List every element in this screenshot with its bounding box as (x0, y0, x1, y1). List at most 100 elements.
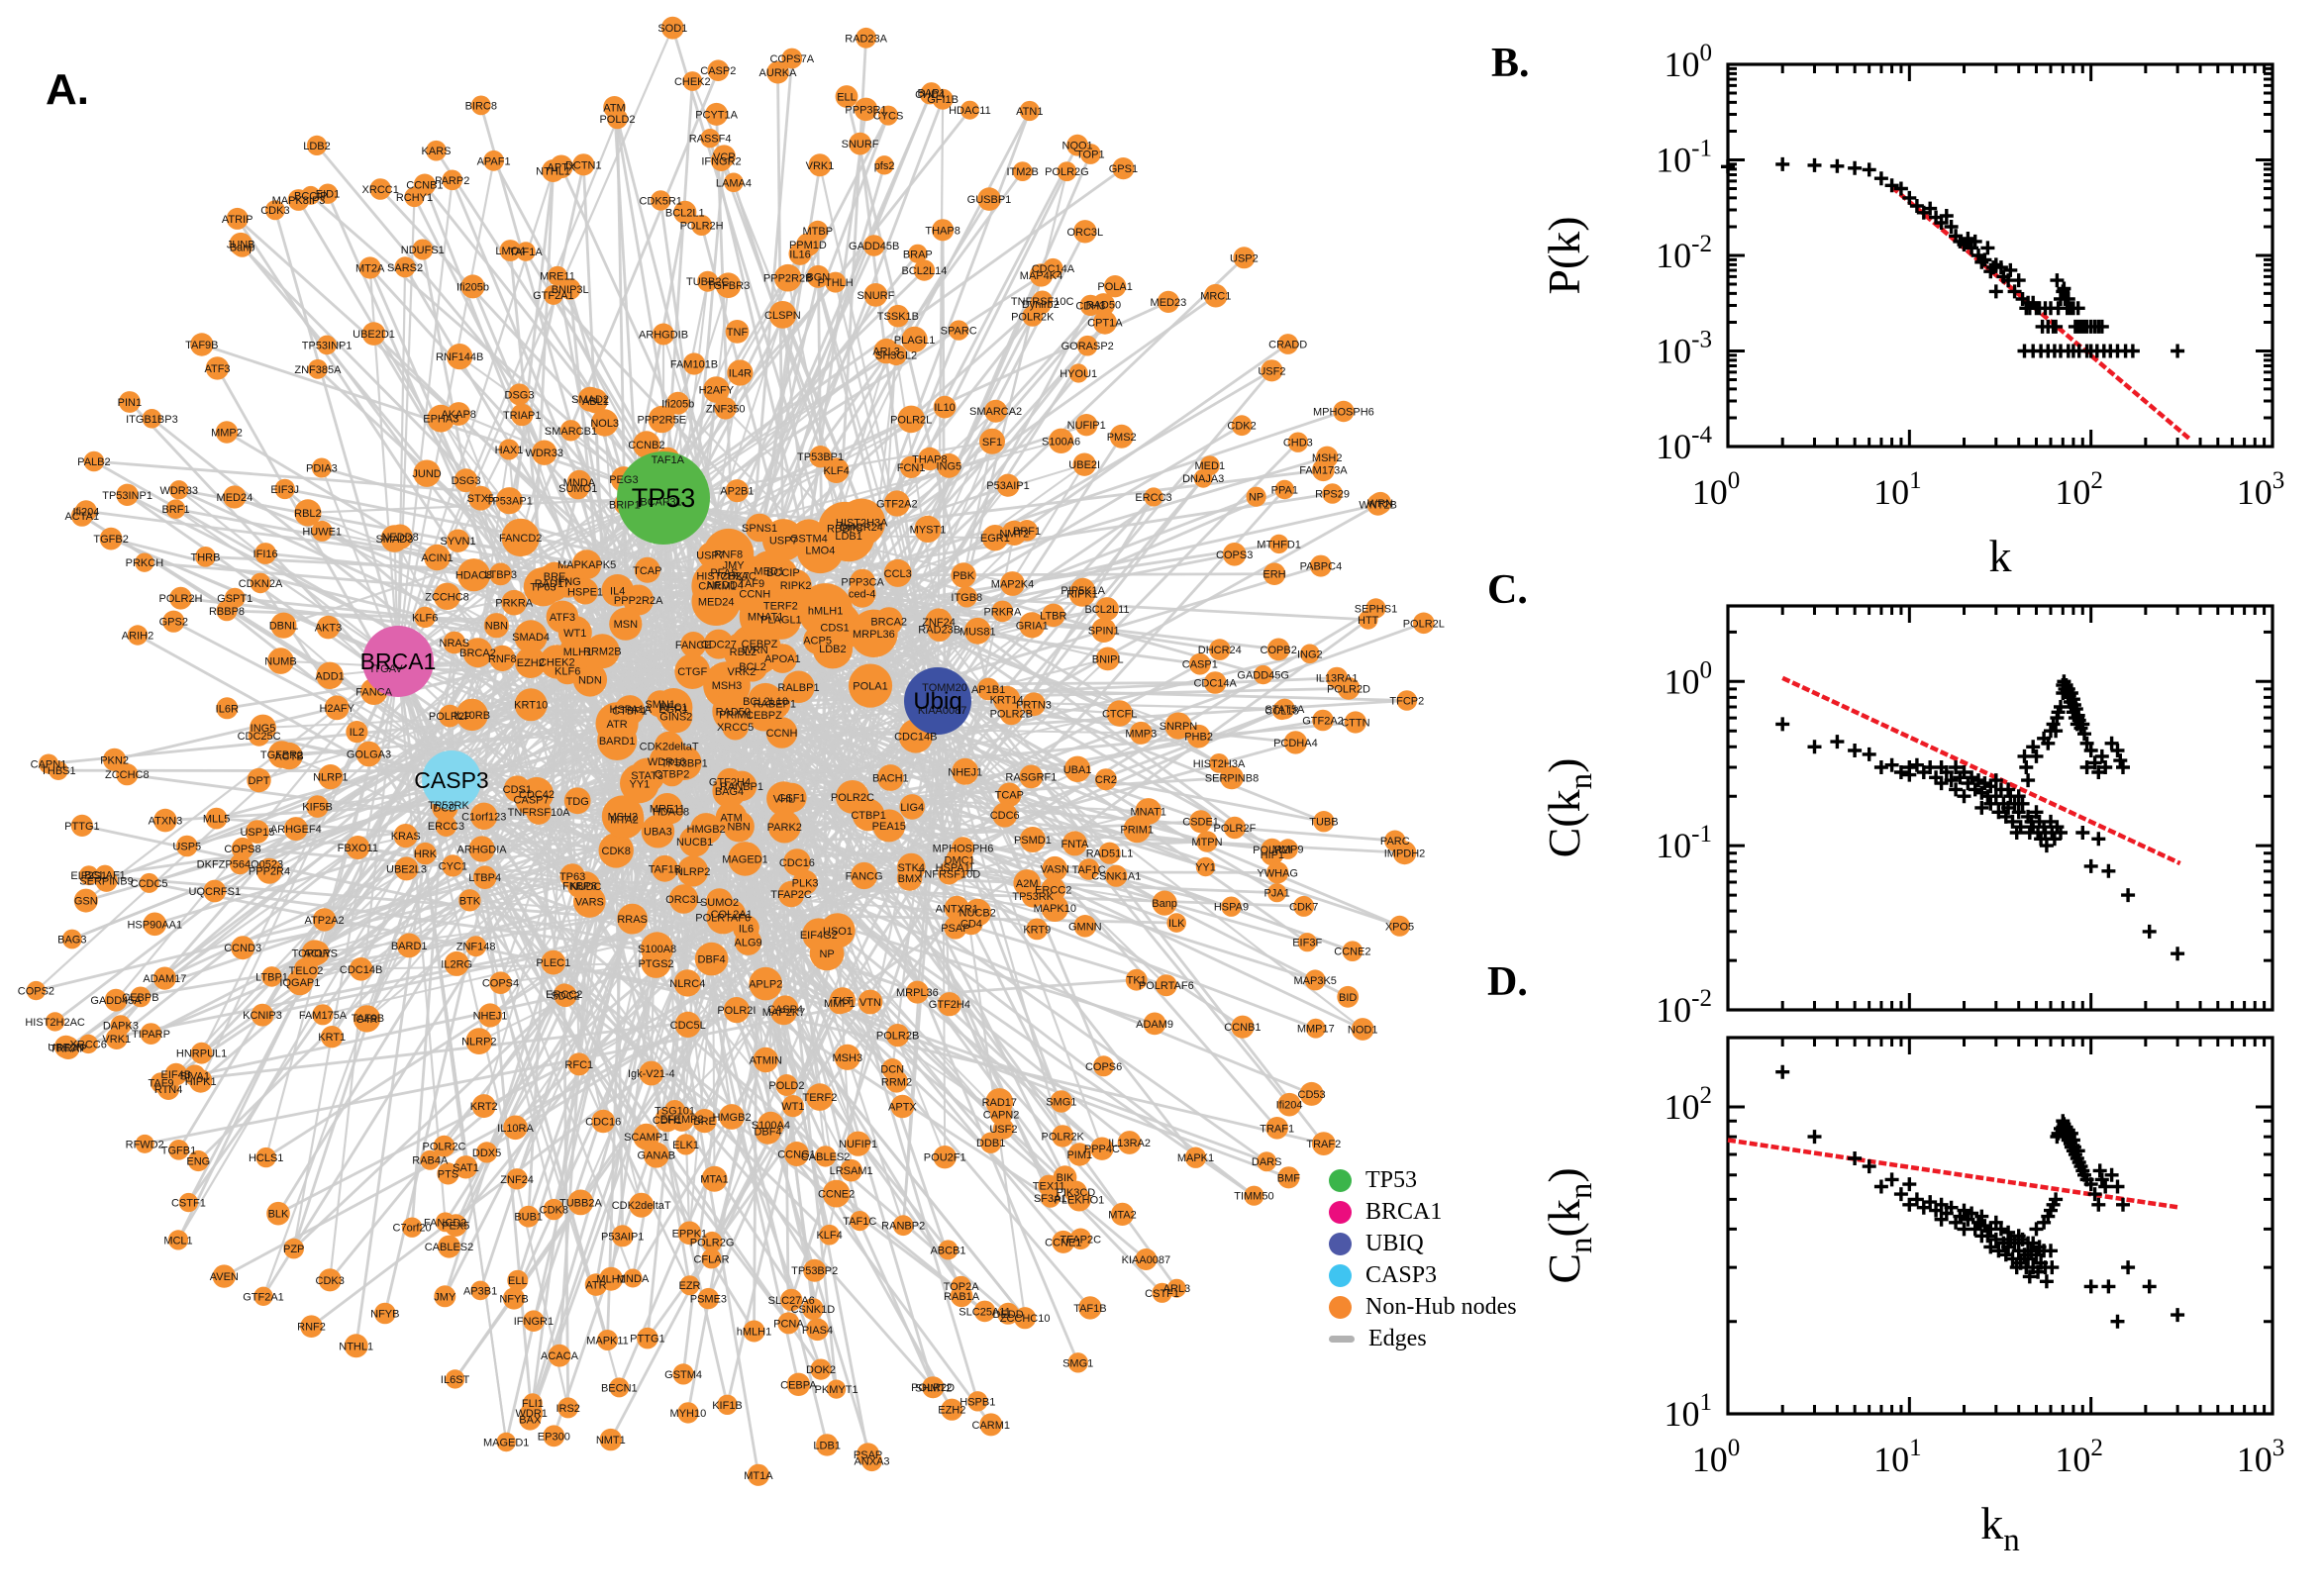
network-edge (396, 179, 454, 662)
x-tick-label: 102 (2055, 467, 2103, 512)
network-graph: ARL3BanpTAF9BCDC14AMAGED1DHCR24TP53RKKIA… (18, 16, 1445, 1486)
network-edge (292, 660, 400, 1249)
network-node (819, 1224, 840, 1246)
network-node (471, 1094, 496, 1119)
x-tick-label: 103 (2237, 1435, 2285, 1479)
network-node (572, 662, 608, 697)
network-edge (902, 700, 940, 1226)
network-edge (657, 719, 1324, 834)
network-node (1110, 1202, 1135, 1226)
node-circle-icon (1329, 1264, 1352, 1287)
network-node (318, 1268, 342, 1292)
legend-label: CASP3 (1365, 1262, 1438, 1288)
network-edge (65, 912, 732, 1048)
network-node (543, 1198, 564, 1221)
network-node (361, 322, 386, 346)
network-node (951, 562, 976, 588)
network-edge (383, 487, 580, 1314)
network-node (809, 446, 832, 468)
x-tick-label: 101 (1873, 467, 1922, 512)
network-node (567, 1052, 591, 1076)
network-node (682, 71, 703, 91)
network-node (205, 356, 230, 380)
network-node (666, 391, 690, 415)
legend-item-casp3: CASP3 (1329, 1262, 1517, 1288)
network-node (783, 848, 811, 876)
legend-item-tp53: TP53 (1329, 1167, 1517, 1193)
network-edge (638, 497, 665, 784)
y-tick-label: 10-4 (1656, 422, 1712, 466)
y-axis-label: P(k) (1539, 216, 1589, 294)
network-node (454, 468, 478, 493)
legend-label: Non-Hub nodes (1365, 1294, 1517, 1320)
network-node (701, 1231, 723, 1252)
network-node (814, 1146, 837, 1167)
network-edge (445, 825, 823, 1370)
network-node (743, 1320, 765, 1343)
network-node (677, 855, 709, 887)
network-edge (661, 497, 787, 1010)
network-edge (646, 907, 959, 1340)
y-tick-label: 102 (1665, 1082, 1713, 1127)
network-node (816, 1434, 839, 1456)
network-node (997, 782, 1022, 807)
fit-line (1781, 675, 2181, 866)
network-node (1109, 424, 1134, 449)
network-node (502, 1287, 526, 1310)
network-edge (115, 810, 671, 1002)
network-node (753, 1047, 778, 1073)
network-node (918, 447, 942, 471)
network-node (899, 794, 925, 820)
network-edge (110, 538, 399, 663)
network-node (851, 861, 878, 890)
network-edge (396, 660, 447, 1223)
network-node (223, 485, 247, 509)
network-edge (261, 779, 454, 1297)
network-edge (495, 625, 605, 1122)
network-edge (194, 994, 566, 1077)
network-node (496, 1432, 516, 1452)
network-edge (397, 659, 632, 710)
network-node (116, 763, 139, 786)
network-node (822, 1179, 851, 1208)
network-node (140, 1023, 162, 1045)
network-node (775, 1074, 798, 1096)
network-edge (450, 779, 556, 1210)
x-tick-label: 102 (2055, 1435, 2103, 1479)
network-node (897, 405, 925, 434)
network-node (1050, 1090, 1073, 1113)
network-node (396, 933, 422, 958)
network-edge (214, 889, 712, 960)
network-edge (451, 779, 713, 1259)
network-node (599, 1266, 624, 1291)
y-tick-label: 10-2 (1656, 231, 1712, 275)
network-edge (889, 501, 1381, 779)
network-node (996, 473, 1020, 497)
network-edge (110, 537, 766, 703)
legend: TP53 BRCA1 UBIQ CASP3 Non-Hub nodes Edges (1329, 1167, 1517, 1351)
network-node (435, 815, 457, 837)
legend-item-brca1: BRCA1 (1329, 1199, 1517, 1225)
network-edge (887, 152, 1092, 622)
network-node (834, 1044, 860, 1070)
network-node (444, 1214, 467, 1237)
network-node (433, 1135, 455, 1157)
legend-item-non-hub-nodes: Non-Hub nodes (1329, 1294, 1517, 1320)
network-edge (499, 497, 665, 984)
network-node (901, 326, 928, 352)
y-tick-label: 100 (1665, 40, 1713, 84)
network-node (1223, 816, 1247, 840)
network-node (1366, 493, 1389, 516)
network-edge (566, 410, 1345, 673)
network-edge (552, 913, 734, 1437)
network-node (169, 480, 189, 500)
network-edge (834, 281, 940, 702)
network-edge (662, 338, 916, 499)
x-axis-label: k (1989, 531, 2012, 581)
network-edge (270, 864, 454, 978)
legend-label: TP53 (1365, 1167, 1418, 1193)
network-edge (451, 779, 706, 1122)
